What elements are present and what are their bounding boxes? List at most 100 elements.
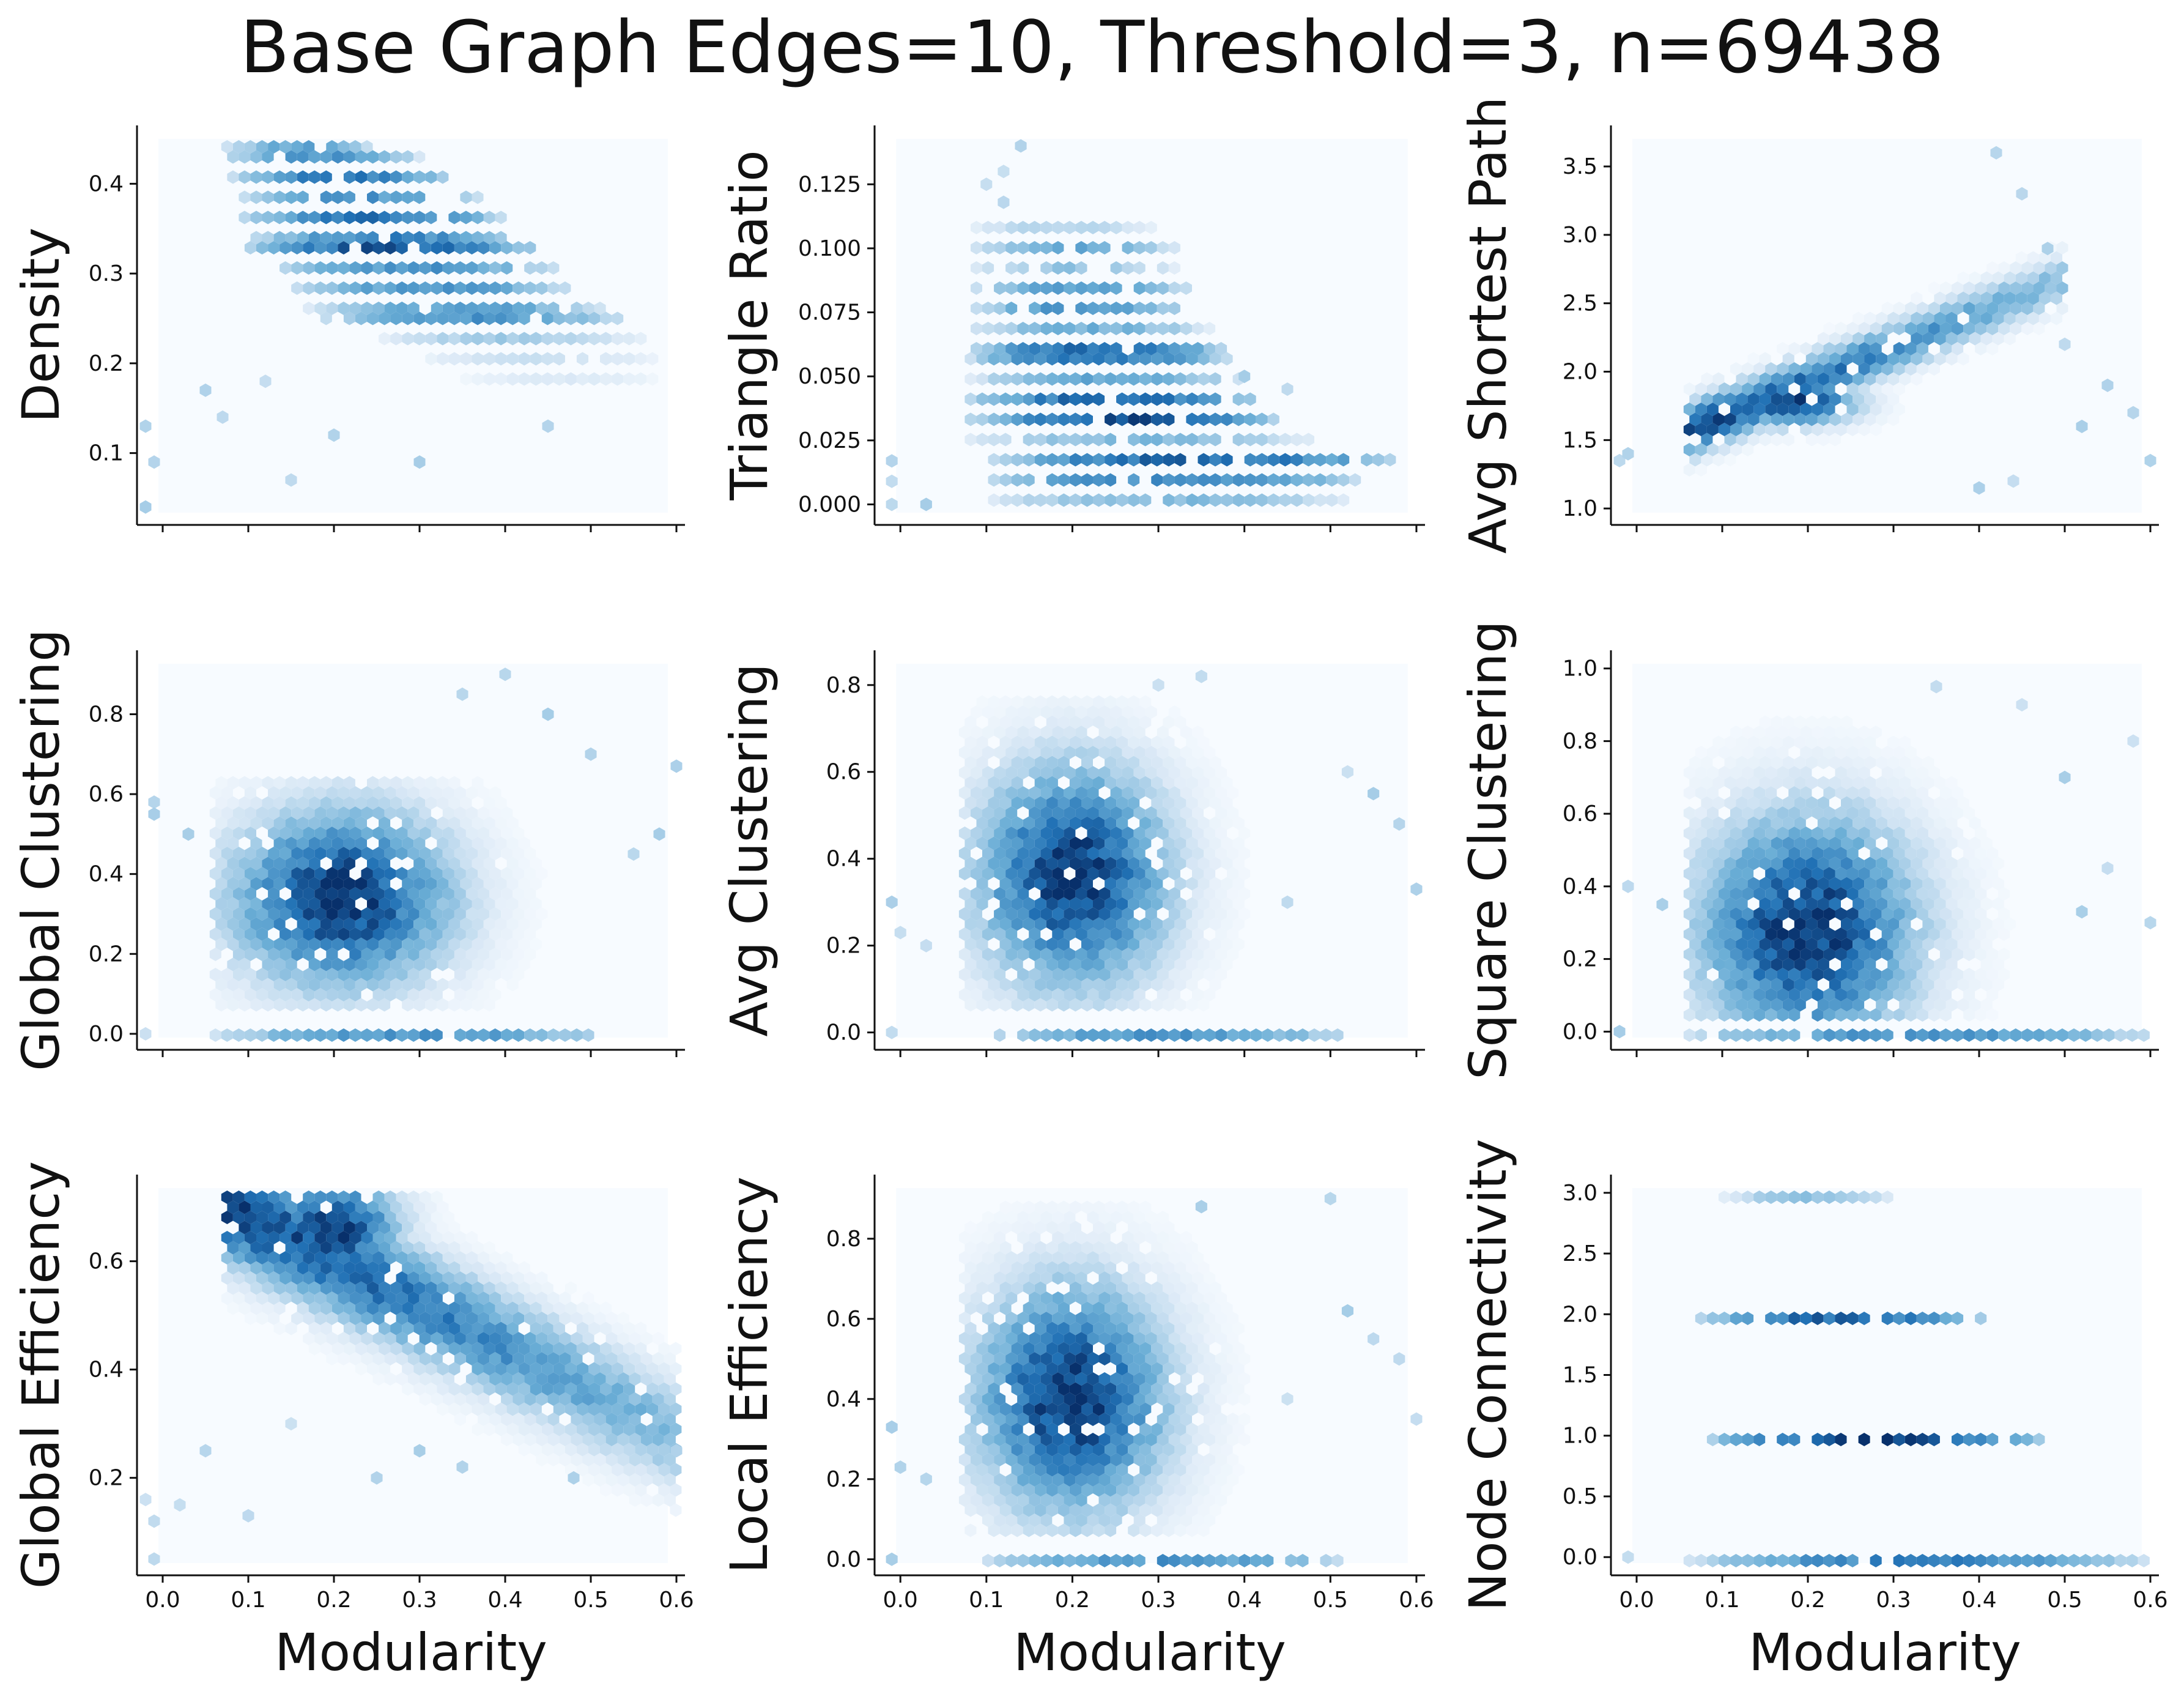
hexbin-cell (1157, 867, 1169, 880)
hexbin-cell (390, 170, 402, 184)
hexbin-cell (1098, 302, 1111, 315)
hexbin-cell (1794, 412, 1806, 426)
hexbin-cell (419, 968, 431, 981)
hexbin-cell (1087, 827, 1099, 840)
hexbin-cell (1683, 423, 1695, 436)
hexbin-cell (361, 261, 373, 275)
hexbin-cell (413, 957, 426, 971)
hexbin-cell (1011, 978, 1023, 992)
hexbin-cell (1087, 927, 1099, 941)
hexbin-cell (1011, 796, 1023, 810)
hexbin-cell (1029, 907, 1041, 921)
hexbin-cell (976, 998, 988, 1012)
hexbin-cell (448, 937, 461, 951)
hexbin-cell (454, 907, 466, 921)
hexbin-cell (1227, 867, 1239, 880)
hexbin-cell (559, 1028, 571, 1042)
hexbin-cell (268, 786, 280, 800)
hexbin-cell (437, 796, 449, 810)
hexbin-cell (273, 816, 286, 830)
hexbin-outlier (499, 667, 511, 682)
hexbin-cell (1093, 957, 1105, 971)
hexbin-cell (1105, 352, 1117, 366)
hexbin-cell (1098, 907, 1111, 921)
hexbin-cell (971, 261, 982, 275)
hexbin-cell (1122, 322, 1134, 335)
hexbin-cell (215, 998, 228, 1012)
hexbin-cell (1829, 332, 1841, 346)
hexbin-cell (372, 948, 385, 961)
hexbin-cell (1098, 322, 1111, 335)
hexbin-cell (1963, 322, 1975, 335)
hexbin-cell (250, 231, 262, 245)
hexbin-cell (1858, 423, 1870, 436)
hexbin-cell (244, 988, 256, 1001)
hexbin-cell (501, 241, 513, 254)
y-tick-label: 0.2 (89, 1466, 124, 1491)
hexbin-cell (372, 806, 385, 820)
hexbin-cell (964, 776, 977, 790)
hexbin-cell (1209, 433, 1221, 447)
hexbin-cell (372, 302, 385, 315)
hexbin-cell (495, 332, 507, 346)
y-tick-label: 0.2 (89, 942, 124, 967)
hexbin-cell (2050, 251, 2062, 265)
hexbin-cell (1145, 241, 1157, 254)
hexbin-cell (600, 332, 612, 346)
hexbin-cell (1186, 816, 1198, 830)
hexbin-cell (250, 856, 262, 871)
hexbin-cell (1829, 412, 1841, 426)
hexbin-cell (1180, 1028, 1192, 1042)
hexbin-cell (285, 796, 297, 810)
hexbin-cell (431, 847, 443, 860)
hexbin-cell (1998, 281, 2010, 295)
hexbin-cell (262, 170, 274, 184)
hexbin-cell (326, 241, 338, 254)
hexbin-cell (402, 937, 414, 951)
hexbin-cell (1928, 362, 1940, 376)
hexbin-cell (971, 948, 982, 961)
hexbin-cell (291, 827, 303, 840)
hexbin-cell (232, 988, 245, 1001)
hexbin-cell (413, 897, 426, 911)
hexbin-cell (1110, 887, 1122, 901)
hexbin-cell (582, 1028, 594, 1042)
hexbin-cell (982, 241, 994, 254)
hexbin-outlier (1990, 146, 2002, 160)
hexbin-cell (372, 261, 385, 275)
y-axis-label: Square Clustering (1458, 620, 1518, 1079)
hexbin-cell (1853, 352, 1865, 366)
hexbin-cell (1040, 766, 1053, 779)
hexbin-outlier (1622, 447, 1634, 461)
hexbin-cell (1887, 372, 1900, 386)
hexbin-cell (576, 311, 588, 325)
hexbin-cell (297, 856, 309, 871)
hexbin-cell (303, 241, 315, 254)
hexbin-cell (1075, 766, 1087, 779)
hexbin-cell (1005, 867, 1018, 880)
hexbin-cell (343, 231, 355, 245)
hexbin-cell (221, 907, 233, 921)
hexbin-cell (239, 776, 251, 790)
hexbin-cell (1712, 412, 1725, 426)
hexbin-cell (489, 907, 502, 921)
hexbin-cell (308, 957, 320, 971)
hexbin-cell (1052, 241, 1064, 254)
hexbin-cell (279, 988, 292, 1001)
hexbin-cell (402, 332, 414, 346)
y-tick-label: 0.6 (89, 782, 124, 807)
hexbin-outlier (2144, 453, 2156, 467)
hexbin-cell (454, 302, 466, 315)
x-tick-label: 0.5 (2047, 1588, 2082, 1613)
hexbin-cell (1969, 332, 1981, 346)
hexbin-cell (518, 836, 530, 850)
x-axis-label: Modularity (1749, 1622, 2021, 1682)
hexbin-cell (215, 897, 228, 911)
hexbin-cell (1887, 412, 1900, 426)
hexbin-cell (239, 917, 251, 931)
hexbin-cell (1133, 1028, 1146, 1042)
hexbin-cell (1980, 291, 1993, 305)
hexbin-cell (425, 231, 437, 245)
hexbin-cell (982, 221, 994, 234)
hexbin-cell (506, 897, 519, 911)
